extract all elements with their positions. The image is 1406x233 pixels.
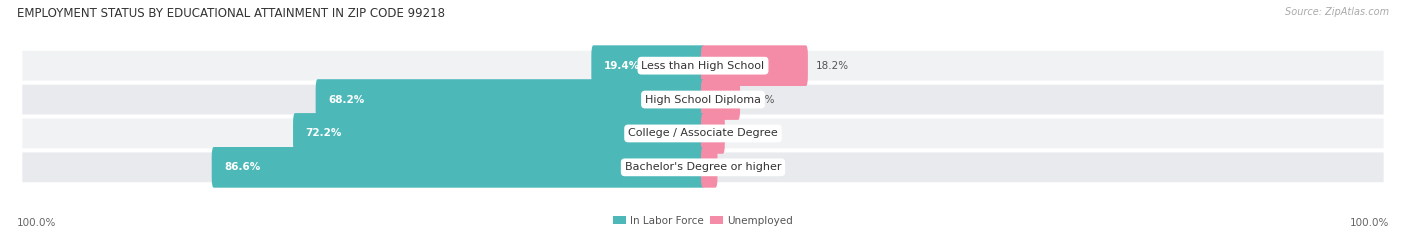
- FancyBboxPatch shape: [592, 45, 704, 86]
- Text: 100.0%: 100.0%: [1350, 218, 1389, 228]
- FancyBboxPatch shape: [212, 147, 704, 188]
- FancyBboxPatch shape: [702, 113, 725, 154]
- FancyBboxPatch shape: [702, 79, 740, 120]
- Text: Bachelor's Degree or higher: Bachelor's Degree or higher: [624, 162, 782, 172]
- Text: High School Diploma: High School Diploma: [645, 95, 761, 105]
- FancyBboxPatch shape: [21, 151, 1385, 184]
- FancyBboxPatch shape: [21, 49, 1385, 82]
- FancyBboxPatch shape: [21, 83, 1385, 116]
- Text: 3.5%: 3.5%: [733, 128, 759, 138]
- Text: 19.4%: 19.4%: [603, 61, 640, 71]
- Legend: In Labor Force, Unemployed: In Labor Force, Unemployed: [612, 213, 794, 228]
- Text: 68.2%: 68.2%: [328, 95, 364, 105]
- FancyBboxPatch shape: [316, 79, 704, 120]
- Text: 6.2%: 6.2%: [748, 95, 775, 105]
- FancyBboxPatch shape: [702, 147, 717, 188]
- Text: 2.2%: 2.2%: [725, 162, 752, 172]
- Text: 72.2%: 72.2%: [305, 128, 342, 138]
- Text: Less than High School: Less than High School: [641, 61, 765, 71]
- FancyBboxPatch shape: [292, 113, 704, 154]
- Text: College / Associate Degree: College / Associate Degree: [628, 128, 778, 138]
- FancyBboxPatch shape: [702, 45, 808, 86]
- FancyBboxPatch shape: [21, 117, 1385, 150]
- Text: 86.6%: 86.6%: [224, 162, 260, 172]
- Text: EMPLOYMENT STATUS BY EDUCATIONAL ATTAINMENT IN ZIP CODE 99218: EMPLOYMENT STATUS BY EDUCATIONAL ATTAINM…: [17, 7, 444, 20]
- Text: Source: ZipAtlas.com: Source: ZipAtlas.com: [1285, 7, 1389, 17]
- Text: 100.0%: 100.0%: [17, 218, 56, 228]
- Text: 18.2%: 18.2%: [815, 61, 849, 71]
